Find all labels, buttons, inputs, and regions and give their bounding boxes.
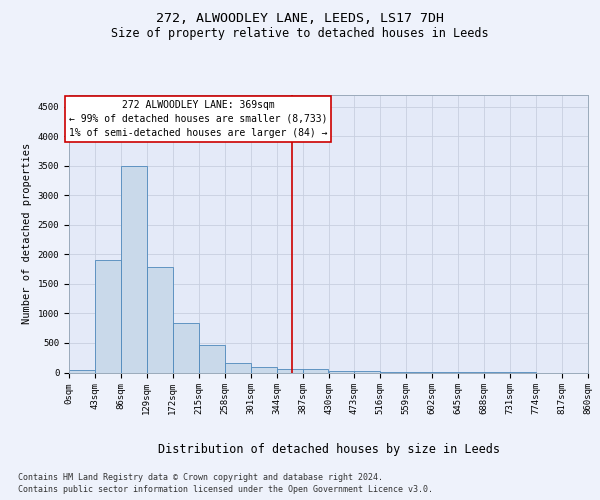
Bar (147, 268, 173, 372)
Bar (302, 369, 329, 372)
Bar (69, 370, 95, 372)
Bar (251, 367, 277, 372)
Text: 272 ALWOODLEY LANE: 369sqm
← 99% of detached houses are smaller (8,733)
1% of se: 272 ALWOODLEY LANE: 369sqm ← 99% of deta… (69, 100, 328, 138)
Bar (329, 370, 355, 372)
Y-axis label: Number of detached properties: Number of detached properties (22, 143, 32, 324)
Text: Distribution of detached houses by size in Leeds: Distribution of detached houses by size … (158, 442, 500, 456)
Bar (277, 369, 302, 372)
Bar (121, 166, 147, 372)
Text: Contains public sector information licensed under the Open Government Licence v3: Contains public sector information licen… (18, 485, 433, 494)
Bar (199, 346, 224, 372)
Text: 272, ALWOODLEY LANE, LEEDS, LS17 7DH: 272, ALWOODLEY LANE, LEEDS, LS17 7DH (156, 12, 444, 26)
Bar (224, 363, 251, 372)
Bar (95, 260, 121, 372)
Text: Contains HM Land Registry data © Crown copyright and database right 2024.: Contains HM Land Registry data © Crown c… (18, 472, 383, 482)
Text: Size of property relative to detached houses in Leeds: Size of property relative to detached ho… (111, 28, 489, 40)
Bar (173, 323, 199, 372)
